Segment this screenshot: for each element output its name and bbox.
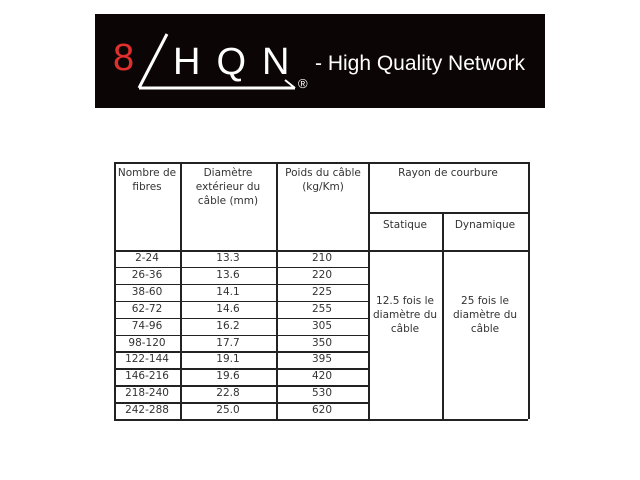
table-border xyxy=(114,162,116,419)
row-divider xyxy=(114,300,368,303)
table-border xyxy=(114,250,528,252)
row-divider xyxy=(114,368,368,370)
table-cell: 2-24 xyxy=(135,252,159,264)
table-cell: 19.6 xyxy=(216,370,240,383)
logo-slash-icon xyxy=(137,33,296,90)
table-cell: 225 xyxy=(311,285,333,298)
table-cell: 220 xyxy=(311,268,333,281)
table-cell: 620 xyxy=(311,404,333,417)
table-border xyxy=(442,212,444,419)
row-divider xyxy=(114,385,368,387)
row-divider xyxy=(114,402,368,404)
table-cell: 255 xyxy=(311,302,333,315)
table-cell: 25.0 xyxy=(216,404,240,417)
header-weight: Poids du câble (kg/Km) xyxy=(285,167,361,193)
row-divider xyxy=(114,266,368,269)
row-divider xyxy=(114,317,368,320)
table-cell: 22.8 xyxy=(216,387,240,400)
header-dynamic: Dynamique xyxy=(454,219,516,231)
table-cell: 16.2 xyxy=(216,319,240,332)
table-border xyxy=(180,162,182,419)
header-diameter: Diamètre extérieur du câble (mm) xyxy=(195,167,261,207)
registered-mark: ® xyxy=(298,76,308,91)
row-divider xyxy=(114,283,368,286)
table-border xyxy=(528,162,530,419)
hqn-logo-banner: 8 HQN - High Quality Network ® xyxy=(95,14,545,108)
table-border xyxy=(368,212,528,214)
table-border xyxy=(368,162,370,419)
table-cell: 305 xyxy=(311,319,333,332)
table-cell: 74-96 xyxy=(131,319,163,332)
table-border xyxy=(114,419,528,421)
row-divider xyxy=(114,334,368,336)
logo-letters: HQN xyxy=(173,41,306,83)
table-border xyxy=(276,162,278,419)
header-fibres: Nombre de fibres xyxy=(117,167,177,193)
table-cell: 17.7 xyxy=(216,336,240,349)
static-bend-value: 12.5 fois le diamètre du câble xyxy=(372,295,438,335)
logo-number: 8 xyxy=(113,37,135,79)
table-cell: 62-72 xyxy=(131,302,163,315)
table-cell: 242-288 xyxy=(125,404,169,417)
table-cell: 26-36 xyxy=(131,268,163,281)
table-cell: 146-216 xyxy=(125,370,169,383)
row-divider xyxy=(114,351,368,353)
table-cell: 14.6 xyxy=(216,302,240,315)
header-static: Statique xyxy=(382,219,428,231)
table-cell: 14.1 xyxy=(216,285,240,298)
table-cell: 350 xyxy=(311,336,333,349)
table-cell: 420 xyxy=(311,370,333,383)
dynamic-bend-value: 25 fois le diamètre du câble xyxy=(452,295,518,335)
table-cell: 218-240 xyxy=(125,387,169,400)
table-cell: 210 xyxy=(311,252,333,264)
table-cell: 98-120 xyxy=(128,336,166,349)
table-cell: 395 xyxy=(311,353,333,366)
table-cell: 122-144 xyxy=(125,353,169,366)
table-cell: 13.6 xyxy=(216,268,240,281)
table-cell: 530 xyxy=(311,387,333,400)
table-cell: 13.3 xyxy=(216,252,240,264)
table-cell: 38-60 xyxy=(131,285,163,298)
logo-tagline: - High Quality Network xyxy=(315,52,526,75)
table-cell: 19.1 xyxy=(216,353,240,366)
table-border xyxy=(114,162,528,164)
header-bend-radius: Rayon de courbure xyxy=(398,167,498,179)
